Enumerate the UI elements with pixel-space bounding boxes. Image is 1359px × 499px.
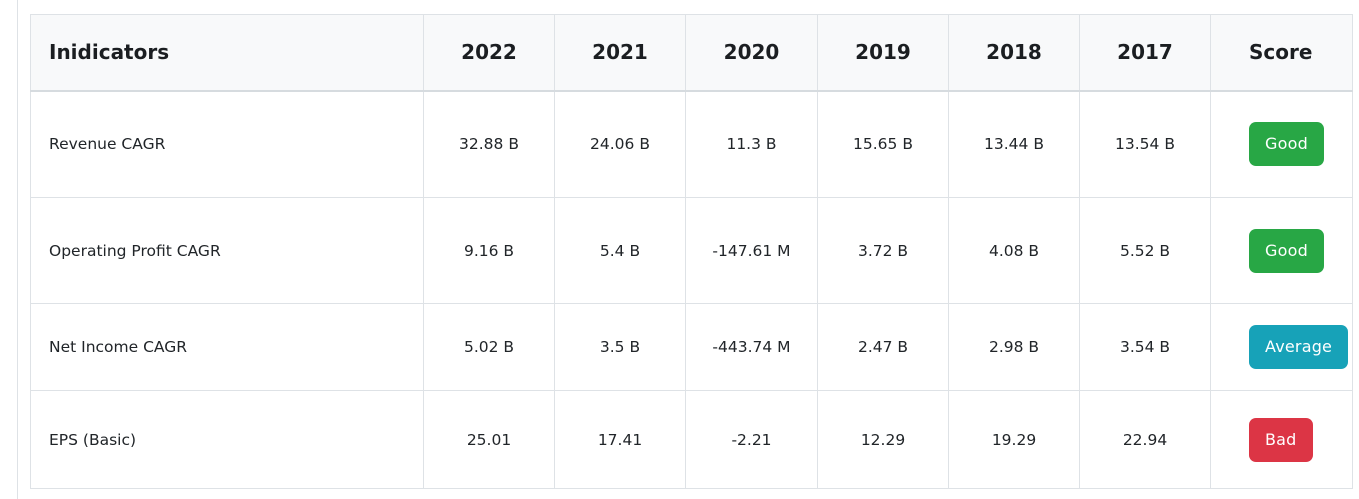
value-cell: 15.65 B xyxy=(817,90,949,198)
value-cell: 5.52 B xyxy=(1079,197,1211,304)
value-cell: 3.5 B xyxy=(554,303,686,391)
indicator-label: Revenue CAGR xyxy=(30,90,424,198)
financial-indicators-table: Inidicators 2022 2021 2020 2019 2018 201… xyxy=(30,14,1353,489)
value-cell: 13.44 B xyxy=(948,90,1080,198)
score-badge: Good xyxy=(1249,122,1324,167)
value-cell: 3.72 B xyxy=(817,197,949,304)
column-header-2020: 2020 xyxy=(685,14,818,92)
value-cell: 13.54 B xyxy=(1079,90,1211,198)
value-cell: 12.29 xyxy=(817,390,949,489)
value-cell: 5.02 B xyxy=(423,303,555,391)
value-cell: 9.16 B xyxy=(423,197,555,304)
indicator-label: Operating Profit CAGR xyxy=(30,197,424,304)
value-cell: 32.88 B xyxy=(423,90,555,198)
score-cell: Average xyxy=(1210,303,1353,391)
column-header-2022: 2022 xyxy=(423,14,555,92)
score-cell: Good xyxy=(1210,90,1353,198)
column-header-indicators: Inidicators xyxy=(30,14,424,92)
value-cell: 22.94 xyxy=(1079,390,1211,489)
value-cell: 19.29 xyxy=(948,390,1080,489)
value-cell: -443.74 M xyxy=(685,303,818,391)
value-cell: 17.41 xyxy=(554,390,686,489)
score-badge: Good xyxy=(1249,228,1324,273)
value-cell: 5.4 B xyxy=(554,197,686,304)
value-cell: 2.47 B xyxy=(817,303,949,391)
value-cell: 4.08 B xyxy=(948,197,1080,304)
value-cell: -147.61 M xyxy=(685,197,818,304)
score-cell: Good xyxy=(1210,197,1353,304)
value-cell: 11.3 B xyxy=(685,90,818,198)
column-header-2021: 2021 xyxy=(554,14,686,92)
column-header-2017: 2017 xyxy=(1079,14,1211,92)
indicator-label: EPS (Basic) xyxy=(30,390,424,489)
vertical-divider xyxy=(17,0,18,499)
table-row-eps-basic: EPS (Basic) 25.01 17.41 -2.21 12.29 19.2… xyxy=(30,390,1353,489)
header-row: Inidicators 2022 2021 2020 2019 2018 201… xyxy=(30,14,1353,92)
value-cell: 24.06 B xyxy=(554,90,686,198)
table-row-revenue-cagr: Revenue CAGR 32.88 B 24.06 B 11.3 B 15.6… xyxy=(30,90,1353,198)
score-badge: Bad xyxy=(1249,417,1313,462)
indicator-label: Net Income CAGR xyxy=(30,303,424,391)
table-row-operating-profit-cagr: Operating Profit CAGR 9.16 B 5.4 B -147.… xyxy=(30,197,1353,304)
table-row-net-income-cagr: Net Income CAGR 5.02 B 3.5 B -443.74 M 2… xyxy=(30,303,1353,391)
score-cell: Bad xyxy=(1210,390,1353,489)
value-cell: 25.01 xyxy=(423,390,555,489)
score-badge: Average xyxy=(1249,325,1349,369)
value-cell: -2.21 xyxy=(685,390,818,489)
column-header-score: Score xyxy=(1210,14,1353,92)
column-header-2018: 2018 xyxy=(948,14,1080,92)
value-cell: 2.98 B xyxy=(948,303,1080,391)
column-header-2019: 2019 xyxy=(817,14,949,92)
value-cell: 3.54 B xyxy=(1079,303,1211,391)
